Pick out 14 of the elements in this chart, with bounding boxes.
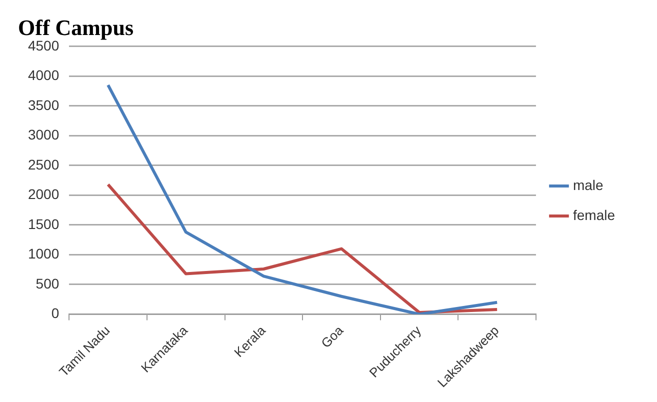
y-tick-label: 1000 bbox=[28, 246, 60, 262]
y-tick-label: 2500 bbox=[28, 156, 60, 172]
y-tick-label: 3000 bbox=[28, 126, 60, 143]
y-tick-label: 4000 bbox=[28, 67, 60, 84]
y-tick-label: 4500 bbox=[28, 37, 60, 54]
y-tick-label: 2000 bbox=[28, 186, 60, 202]
y-tick-label: 0 bbox=[51, 305, 60, 322]
legend-label: male bbox=[572, 176, 604, 193]
legend-label: female bbox=[572, 206, 616, 223]
y-tick-label: 500 bbox=[36, 275, 60, 292]
y-tick-label: 3500 bbox=[28, 96, 60, 113]
y-tick-label: 1500 bbox=[28, 216, 60, 232]
x-tick-label: Goa bbox=[318, 322, 347, 351]
chart-title: Off Campus bbox=[18, 14, 134, 40]
